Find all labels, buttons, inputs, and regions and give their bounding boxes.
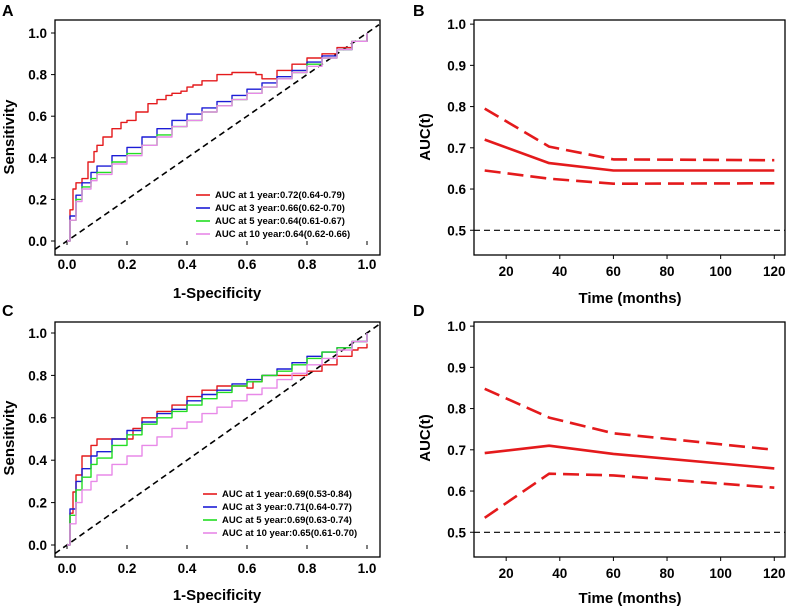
panel-b-x-tick-label: 20 xyxy=(499,264,514,279)
panel-a-series-auc-at-1-year xyxy=(67,33,368,242)
panel-b-y-tick-label: 0.9 xyxy=(447,58,466,73)
panel-c-legend-label: AUC at 10 year:0.65(0.61-0.70) xyxy=(222,528,357,539)
panel-c-y-tick-label: 0.4 xyxy=(28,453,47,468)
panel-b-series-upper-ci xyxy=(484,107,775,162)
panel-b-y-tick-label: 0.8 xyxy=(447,100,466,115)
panel-c-legend: AUC at 1 year:0.69(0.53-0.84) AUC at 3 ye… xyxy=(203,489,357,539)
panel-c-reference-diagonal xyxy=(54,323,380,555)
panel-d-x-tick-label: 80 xyxy=(660,566,675,581)
panel-b-y-tick-label: 0.6 xyxy=(447,182,466,197)
panel-a-legend: AUC at 1 year:0.72(0.64-0.79) AUC at 3 ye… xyxy=(196,190,350,240)
panel-b-plot-frame xyxy=(473,19,786,256)
panel-d-y-tick-label: 1.0 xyxy=(447,319,466,334)
panel-c-plot-frame xyxy=(54,321,381,558)
panel-a-x-tick-label: 1.0 xyxy=(358,257,377,272)
panel-c-x-tick-label: 0.4 xyxy=(178,561,197,576)
panel-d-x-tick-label: 40 xyxy=(552,566,567,581)
panel-c-x-tick-label: 0.6 xyxy=(238,561,257,576)
panel-a-plot-frame xyxy=(54,19,381,256)
panel-c-legend-label: AUC at 1 year:0.69(0.53-0.84) xyxy=(222,489,352,500)
panel-a-y-tick-label: 1.0 xyxy=(28,26,47,41)
panel-c-y-tick-label: 0.2 xyxy=(28,496,47,511)
panel-c-legend-label: AUC at 5 year:0.69(0.63-0.74) xyxy=(222,515,352,526)
panel-b-series-lower-ci xyxy=(484,169,775,185)
panel-d-y-tick-label: 0.7 xyxy=(447,443,466,458)
panel-d-x-tick-label: 120 xyxy=(763,566,786,581)
panel-b-x-tick-label: 120 xyxy=(763,264,786,279)
panel-a-legend-label: AUC at 5 year:0.64(0.61-0.67) xyxy=(215,216,345,227)
panel-d-series-auc-t- xyxy=(484,444,775,470)
panel-b-x-tick-label: 40 xyxy=(552,264,567,279)
panel-c-x-tick-label: 0.8 xyxy=(298,561,317,576)
panel-d-x-tick-label: 20 xyxy=(499,566,514,581)
panel-c: C 1-Specificity Sensitivity 0.0 0.2 0.4 0.6… xyxy=(1,303,381,604)
panel-a-x-axis-title: 1-Specificity xyxy=(173,285,262,302)
panel-a-y-tick-label: 0.0 xyxy=(28,234,47,249)
panel-a-y-tick-label: 0.4 xyxy=(28,151,47,166)
panel-c-y-tick-label: 1.0 xyxy=(28,326,47,341)
panel-a-x-tick-label: 0.8 xyxy=(298,257,317,272)
panel-b-y-tick-label: 0.7 xyxy=(447,141,466,156)
panel-d-letter: D xyxy=(413,303,425,320)
panel-a-legend-label: AUC at 1 year:0.72(0.64-0.79) xyxy=(215,190,345,201)
panel-b-x-tick-label: 100 xyxy=(709,264,732,279)
panel-b-series-auc-t- xyxy=(484,138,775,172)
panel-b-x-tick-label: 60 xyxy=(606,264,621,279)
panel-c-y-tick-label: 0.0 xyxy=(28,538,47,553)
panel-c-y-tick-label: 0.8 xyxy=(28,368,47,383)
panel-a-reference-diagonal xyxy=(54,24,380,250)
panel-d-x-axis-title: Time (months) xyxy=(578,590,681,607)
panel-c-x-axis-title: 1-Specificity xyxy=(173,587,262,604)
panel-c-x-tick-label: 0.0 xyxy=(58,561,77,576)
panel-b-y-tick-label: 1.0 xyxy=(447,17,466,32)
panel-a-series-auc-at-10-year xyxy=(67,33,368,242)
panel-a-x-tick-label: 0.0 xyxy=(58,257,77,272)
panel-d-y-tick-label: 0.5 xyxy=(447,525,466,540)
panel-d-series-lower-ci xyxy=(483,472,775,519)
panel-d-y-tick-label: 0.6 xyxy=(447,484,466,499)
panel-a-y-tick-label: 0.6 xyxy=(28,109,47,124)
panel-d-plot-frame xyxy=(473,321,786,558)
panel-b-y-tick-label: 0.5 xyxy=(447,223,466,238)
panel-d-x-tick-label: 100 xyxy=(709,566,732,581)
panel-a-y-tick-label: 0.8 xyxy=(28,68,47,83)
panel-b-x-axis-title: Time (months) xyxy=(578,290,681,307)
panel-a-x-tick-label: 0.2 xyxy=(118,257,137,272)
panel-d-x-tick-label: 60 xyxy=(606,566,621,581)
panel-b-x-tick-label: 80 xyxy=(660,264,675,279)
panel-a-x-tick-label: 0.6 xyxy=(238,257,257,272)
panel-a-legend-label: AUC at 3 year:0.66(0.62-0.70) xyxy=(215,203,345,214)
panel-a-y-tick-label: 0.2 xyxy=(28,192,47,207)
panel-c-legend-label: AUC at 3 year:0.71(0.64-0.77) xyxy=(222,502,352,513)
panel-d-y-axis-title: AUC(t) xyxy=(417,414,434,461)
panel-d-y-tick-label: 0.9 xyxy=(447,360,466,375)
panel-c-letter: C xyxy=(2,303,14,320)
panel-b-y-axis-title: AUC(t) xyxy=(417,113,434,160)
panel-a-legend-label: AUC at 10 year:0.64(0.62-0.66) xyxy=(215,229,350,240)
panel-a-letter: A xyxy=(2,3,14,20)
panel-c-x-tick-label: 1.0 xyxy=(358,561,377,576)
panel-a: A 1-Specificity Sensitivity 0.0 0.2 0.4 0.6… xyxy=(1,3,381,302)
panel-d-y-tick-label: 0.8 xyxy=(447,402,466,417)
panel-b-letter: B xyxy=(413,3,425,20)
panel-c-x-tick-label: 0.2 xyxy=(118,561,137,576)
panel-c-series-auc-at-10-year xyxy=(67,333,368,546)
panel-c-series-auc-at-5-year xyxy=(67,333,368,546)
panel-c-y-tick-label: 0.6 xyxy=(28,411,47,426)
panel-a-x-tick-label: 0.4 xyxy=(178,257,197,272)
panel-d-series-upper-ci xyxy=(484,387,775,452)
panel-a-y-axis-title: Sensitivity xyxy=(1,99,18,175)
panel-d: D Time (months) AUC(t) 20 40 60 80 100 120 0.5… xyxy=(413,303,786,607)
panel-b: B Time (months) AUC(t) 20 40 60 80 100 120 0.5… xyxy=(413,3,786,307)
panel-c-y-axis-title: Sensitivity xyxy=(1,400,18,476)
